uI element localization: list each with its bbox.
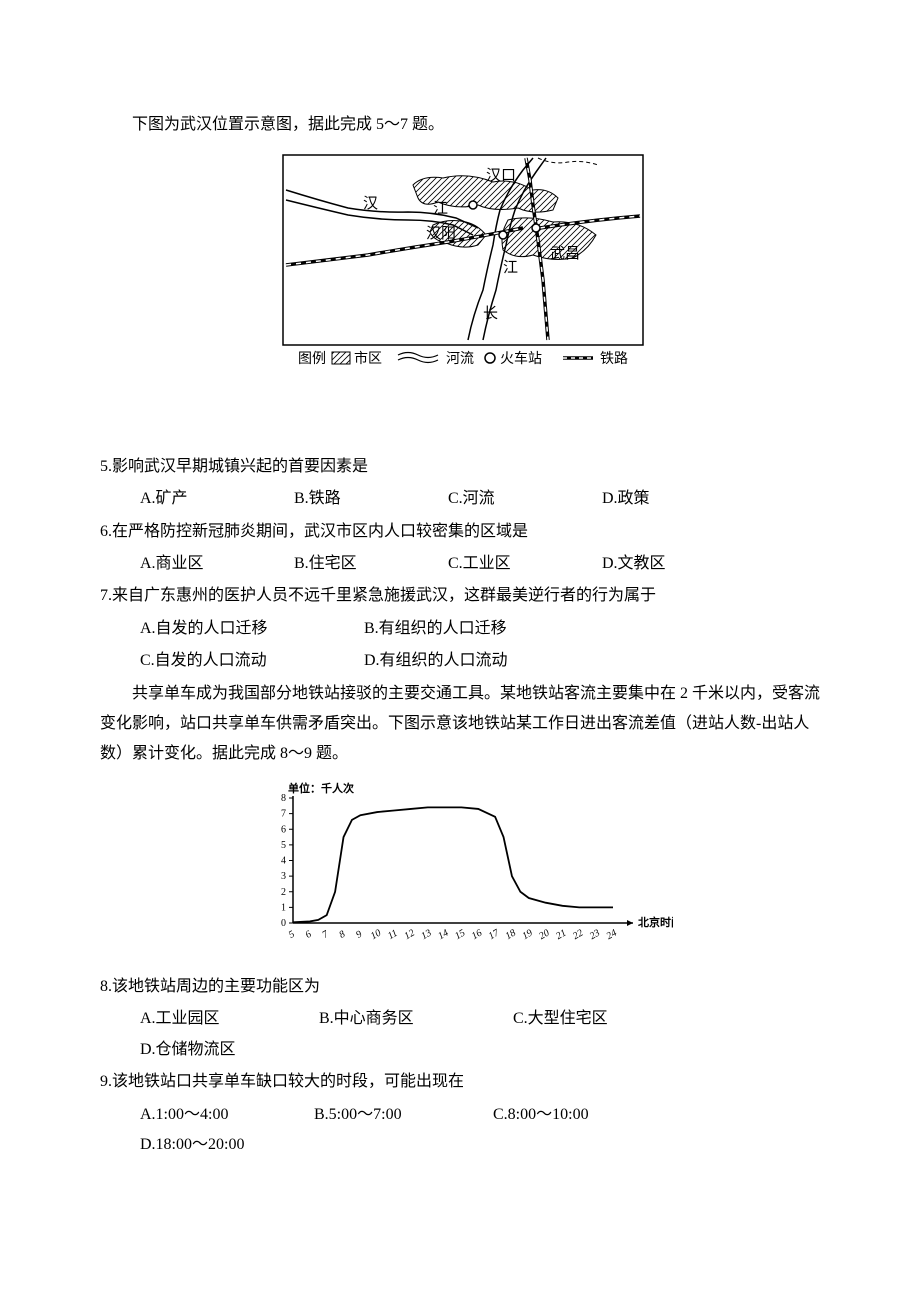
map-label-chang: 长 — [483, 305, 498, 322]
svg-text:21: 21 — [554, 927, 568, 942]
svg-text:24: 24 — [604, 927, 618, 942]
svg-text:2: 2 — [281, 886, 286, 897]
question-8: 8.该地铁站周边的主要功能区为 — [100, 972, 825, 1002]
svg-text:6: 6 — [281, 824, 286, 835]
q7-opt-d: D.有组织的人口流动 — [364, 646, 584, 676]
svg-text:17: 17 — [486, 927, 501, 942]
question-9-options: A.1:00～4:00 B.5:00～7:00 C.8:00～10:00 D.1… — [100, 1100, 825, 1161]
passenger-chart: 单位：千人次012345678北京时间567891011121314151617… — [100, 778, 825, 964]
svg-text:北京时间: 北京时间 — [638, 915, 673, 929]
svg-text:4: 4 — [281, 855, 286, 866]
svg-text:7: 7 — [320, 928, 331, 941]
svg-text:19: 19 — [520, 927, 534, 942]
q8-opt-a: A.工业园区 — [140, 1004, 315, 1034]
svg-text:23: 23 — [587, 927, 601, 942]
q9-opt-c: C.8:00～10:00 — [493, 1100, 683, 1130]
svg-text:14: 14 — [436, 927, 450, 942]
q8-opt-b: B.中心商务区 — [319, 1004, 509, 1034]
paragraph-bikes: 共享单车成为我国部分地铁站接驳的主要交通工具。某地铁站客流主要集中在 2 千米以… — [100, 679, 825, 770]
map-label-hanyang: 汉阳 — [426, 225, 456, 242]
map-label-jiang2: 江 — [503, 259, 518, 276]
legend-urban: 市区 — [354, 350, 382, 367]
wuhan-map: 汉口 汉 江 汉阳 江 武昌 长 图例 市区 河流 火车站 铁路 — [100, 150, 825, 381]
svg-text:10: 10 — [368, 927, 382, 942]
svg-text:8: 8 — [337, 929, 347, 941]
q9-opt-a: A.1:00～4:00 — [140, 1100, 310, 1130]
q6-opt-b: B.住宅区 — [294, 549, 444, 579]
q6-opt-c: C.工业区 — [448, 549, 598, 579]
svg-text:16: 16 — [469, 927, 483, 942]
q8-opt-c: C.大型住宅区 — [513, 1004, 703, 1034]
question-6-options: A.商业区 B.住宅区 C.工业区 D.文教区 — [100, 549, 825, 579]
question-9: 9.该地铁站口共享单车缺口较大的时段，可能出现在 — [100, 1067, 825, 1097]
map-label-jiang: 江 — [433, 200, 448, 217]
svg-text:11: 11 — [386, 927, 400, 941]
question-8-options: A.工业园区 B.中心商务区 C.大型住宅区 D.仓储物流区 — [100, 1004, 825, 1065]
q8-opt-d: D.仓储物流区 — [140, 1035, 290, 1065]
map-label-hankou: 汉口 — [486, 167, 516, 184]
svg-text:5: 5 — [281, 840, 286, 851]
q5-opt-a: A.矿产 — [140, 484, 290, 514]
svg-text:13: 13 — [419, 927, 433, 942]
svg-text:0: 0 — [281, 918, 286, 929]
intro-text: 下图为武汉位置示意图，据此完成 5～7 题。 — [100, 110, 825, 140]
map-label-han: 汉 — [363, 195, 378, 212]
q7-opt-c: C.自发的人口流动 — [140, 646, 360, 676]
legend-prefix: 图例 — [298, 351, 326, 367]
question-5-options: A.矿产 B.铁路 C.河流 D.政策 — [100, 484, 825, 514]
q9-opt-d: D.18:00～20:00 — [140, 1130, 310, 1160]
svg-text:18: 18 — [503, 927, 517, 942]
q9-opt-b: B.5:00～7:00 — [314, 1100, 489, 1130]
question-5: 5.影响武汉早期城镇兴起的首要因素是 — [100, 452, 825, 482]
q6-opt-d: D.文教区 — [602, 549, 752, 579]
legend-river: 河流 — [446, 351, 474, 367]
question-6: 6.在严格防控新冠肺炎期间，武汉市区内人口较密集的区域是 — [100, 517, 825, 547]
q7-opt-b: B.有组织的人口迁移 — [364, 614, 584, 644]
q5-opt-d: D.政策 — [602, 484, 752, 514]
svg-text:7: 7 — [281, 808, 286, 819]
svg-text:20: 20 — [537, 927, 551, 942]
svg-text:单位：千人次: 单位：千人次 — [288, 781, 354, 795]
legend-station: 火车站 — [500, 350, 542, 367]
svg-text:22: 22 — [570, 927, 584, 942]
svg-text:1: 1 — [281, 902, 286, 913]
svg-text:15: 15 — [453, 927, 467, 942]
q6-opt-a: A.商业区 — [140, 549, 290, 579]
svg-text:8: 8 — [281, 793, 286, 804]
legend-rail: 铁路 — [600, 351, 628, 367]
svg-text:6: 6 — [303, 929, 313, 941]
svg-text:3: 3 — [281, 871, 286, 882]
q5-opt-c: C.河流 — [448, 484, 598, 514]
question-7-options-row2: C.自发的人口流动 D.有组织的人口流动 — [100, 646, 825, 676]
question-7-options-row1: A.自发的人口迁移 B.有组织的人口迁移 — [100, 614, 825, 644]
svg-text:9: 9 — [354, 929, 364, 941]
map-label-wuchang: 武昌 — [550, 245, 580, 262]
q7-opt-a: A.自发的人口迁移 — [140, 614, 360, 644]
svg-text:5: 5 — [286, 929, 296, 941]
svg-text:12: 12 — [402, 927, 416, 942]
q5-opt-b: B.铁路 — [294, 484, 444, 514]
question-7: 7.来自广东惠州的医护人员不远千里紧急施援武汉，这群最美逆行者的行为属于 — [100, 581, 825, 611]
